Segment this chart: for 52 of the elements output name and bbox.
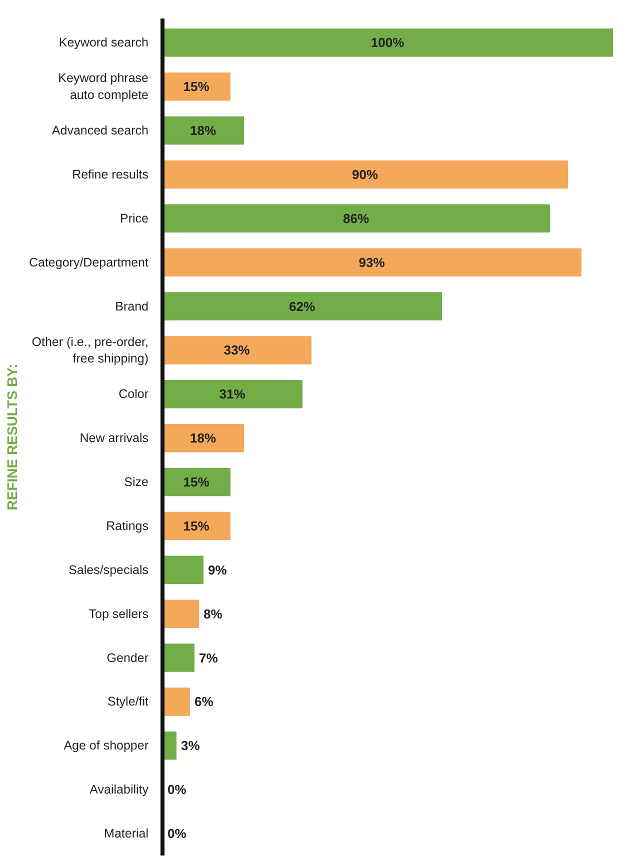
- y-tick-label: Category/Department: [29, 255, 150, 270]
- data-label: 18%: [190, 123, 216, 138]
- bar: [162, 556, 204, 584]
- y-tick-label: Size: [124, 475, 149, 490]
- data-label: 90%: [352, 166, 378, 182]
- data-label: 33%: [224, 342, 250, 358]
- y-tick-label: Gender: [106, 650, 149, 665]
- y-tick-label: Refine results: [72, 167, 149, 182]
- bar: [162, 292, 442, 320]
- data-label: 3%: [181, 738, 200, 754]
- y-tick-label: Brand: [115, 299, 149, 314]
- bar: [162, 644, 194, 672]
- y-tick-label: Ratings: [106, 518, 149, 533]
- bar: [162, 248, 582, 276]
- data-label: 18%: [190, 430, 216, 446]
- data-label: 31%: [219, 386, 246, 402]
- data-label: 93%: [358, 254, 386, 270]
- data-label: 15%: [183, 79, 210, 94]
- data-label: 62%: [288, 298, 316, 314]
- data-label: 9%: [208, 562, 228, 578]
- bar: [162, 600, 199, 628]
- y-tick-label: Style/fit: [108, 694, 150, 709]
- y-tick-label: Keyword search: [58, 36, 149, 50]
- data-label: 15%: [183, 518, 210, 534]
- text: REFINE RESULTS BY:: [4, 364, 20, 510]
- y-tick-label: Age of shopper: [64, 738, 149, 753]
- y-tick-label: Price: [120, 211, 149, 226]
- y-tick-label: Material: [104, 826, 149, 841]
- bar: [162, 204, 550, 233]
- bar: [162, 424, 244, 452]
- data-label: 100%: [370, 35, 405, 50]
- bar: [162, 688, 190, 716]
- bar: [162, 116, 244, 145]
- data-label: 15%: [183, 474, 210, 490]
- data-label: 8%: [204, 606, 223, 622]
- y-tick-label: New arrivals: [80, 431, 149, 446]
- data-label: 7%: [199, 650, 218, 666]
- y-tick-label: Other (i.e., pre-order, free shipping): [32, 334, 149, 366]
- y-tick-label: Top sellers: [88, 606, 149, 621]
- bar: [162, 160, 568, 189]
- data-label: 0%: [168, 826, 187, 842]
- bar: [162, 380, 302, 408]
- data-label: 86%: [342, 210, 370, 226]
- y-tick-label: Keyword phrase auto complete: [58, 71, 149, 102]
- data-label: 6%: [194, 694, 214, 710]
- bar: [162, 336, 312, 364]
- y-tick-label: Advanced search: [52, 124, 149, 138]
- y-tick-label: Sales/specials: [68, 562, 149, 577]
- y-tick-label: Availability: [90, 782, 150, 797]
- bar: [162, 28, 613, 57]
- data-label: 0%: [168, 782, 187, 798]
- y-tick-label: Color: [118, 387, 149, 402]
